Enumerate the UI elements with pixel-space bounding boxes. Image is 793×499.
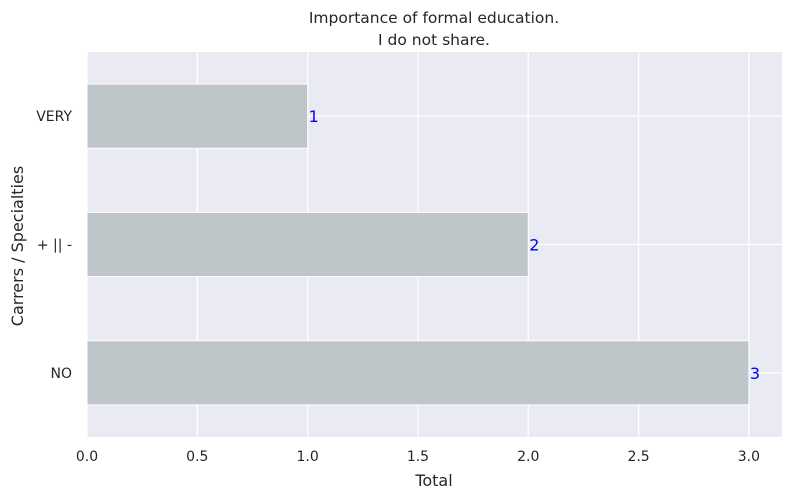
y-tick-label: NO xyxy=(51,366,73,382)
x-tick-label: 0.0 xyxy=(76,449,98,465)
x-tick-label: 1.0 xyxy=(297,449,319,465)
bar-1 xyxy=(86,83,309,149)
x-tick-label: 0.5 xyxy=(186,449,208,465)
x-tick-label: 3.0 xyxy=(738,449,760,465)
y-axis-label: Carrers / Specialties xyxy=(8,166,27,326)
x-tick-label: 1.5 xyxy=(407,449,429,465)
chart-title-line-2: I do not share. xyxy=(378,31,490,49)
x-tick-label: 2.5 xyxy=(627,449,649,465)
data-labels: 1 2 3 xyxy=(309,107,760,383)
y-axis-ticks: VERY + || - NO xyxy=(36,109,72,382)
x-axis-ticks: 0.0 0.5 1.0 1.5 2.0 2.5 3.0 xyxy=(76,449,760,465)
x-axis-label: Total xyxy=(414,471,452,490)
y-tick-label: VERY xyxy=(36,109,72,125)
y-tick-label: + || - xyxy=(37,238,72,254)
bar-2 xyxy=(86,211,529,278)
bar-value-label: 3 xyxy=(750,364,760,383)
bar-3 xyxy=(86,340,750,406)
bars xyxy=(86,83,750,406)
x-tick-label: 2.0 xyxy=(517,449,539,465)
chart-title-line-1: Importance of formal education. xyxy=(309,9,559,27)
bar-value-label: 2 xyxy=(529,236,539,255)
bar-value-label: 1 xyxy=(309,107,319,126)
